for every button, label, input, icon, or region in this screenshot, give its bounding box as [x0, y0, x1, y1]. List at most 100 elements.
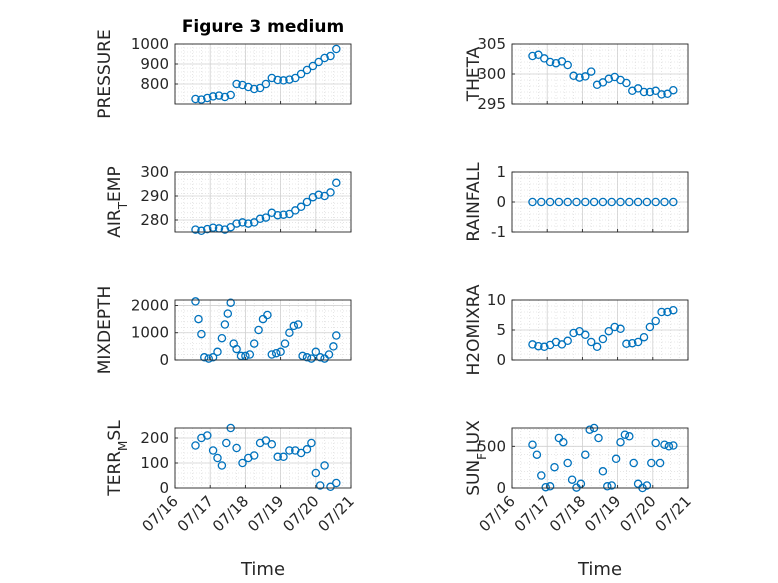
x-tick-label: 07/21	[315, 492, 358, 535]
data-point	[308, 61, 318, 71]
data-series	[528, 305, 678, 352]
panel-terr_msl: 0 100 200 TERRMSL 07/1607/1707/1807/1907/200…	[105, 420, 358, 580]
data-point	[610, 322, 619, 332]
y-label-subscript: M	[116, 441, 130, 451]
data-point	[208, 92, 218, 101]
data-point	[541, 482, 550, 492]
data-point	[581, 72, 590, 81]
y-tick-label: 295	[477, 95, 506, 113]
data-point	[611, 454, 621, 464]
data-point	[267, 440, 277, 449]
data-point	[545, 57, 555, 67]
data-point	[633, 479, 643, 489]
y-tick-label: 5	[496, 321, 506, 339]
y-axis-label: PRESSURE	[95, 29, 115, 118]
data-point	[279, 76, 288, 85]
data-point	[279, 452, 288, 462]
data-point	[298, 351, 307, 361]
data-point	[616, 437, 625, 447]
y-tick-label: 300	[477, 65, 506, 83]
data-point	[534, 50, 543, 60]
data-point	[263, 310, 272, 320]
x-tick-label: 07/20	[279, 492, 322, 535]
data-point	[642, 197, 652, 207]
data-point	[563, 336, 572, 346]
data-point	[213, 347, 222, 357]
data-point	[203, 93, 212, 103]
data-point	[651, 197, 660, 207]
data-point	[534, 341, 543, 351]
data-point	[302, 65, 312, 75]
data-point	[273, 210, 282, 220]
data-point	[669, 85, 678, 95]
data-point	[633, 197, 643, 207]
data-point	[616, 324, 625, 334]
y-tick-label: 300	[140, 163, 169, 181]
y-tick-label: 1000	[131, 324, 169, 342]
data-point	[622, 78, 631, 88]
data-point	[314, 57, 323, 67]
panel-rainfall: -1 0 1 RAINFALL	[464, 162, 689, 242]
data-point	[528, 340, 537, 349]
data-point	[261, 213, 271, 222]
panel-air_temp: 280 290 300 AIRTEMP	[105, 163, 352, 238]
y-tick-label: 1000	[131, 35, 169, 53]
data-point	[326, 188, 335, 197]
data-point	[220, 320, 230, 329]
data-point	[249, 218, 259, 227]
data-point	[540, 342, 549, 352]
data-point	[657, 90, 666, 99]
data-point	[208, 353, 218, 362]
y-tick-label: 200	[140, 429, 169, 447]
data-point	[314, 190, 323, 200]
data-point	[598, 78, 608, 87]
data-point	[194, 314, 203, 324]
y-tick-label: 0	[159, 351, 169, 369]
data-point	[285, 209, 294, 219]
y-tick-label: 900	[140, 55, 169, 73]
data-point	[669, 441, 678, 450]
data-point	[249, 84, 259, 94]
data-series	[528, 50, 678, 99]
data-point	[208, 446, 218, 455]
data-point	[528, 440, 537, 449]
data-point	[255, 83, 265, 93]
data-point	[581, 197, 590, 207]
data-point	[655, 458, 665, 468]
data-point	[232, 79, 241, 89]
axes-box	[174, 43, 352, 105]
data-point	[554, 197, 564, 207]
data-series	[528, 197, 678, 207]
data-series	[191, 44, 341, 104]
data-point	[291, 73, 300, 83]
data-point	[307, 438, 316, 448]
data-point	[598, 197, 608, 207]
x-tick-label: 07/18	[209, 492, 252, 535]
y-axis-label: H2OMIXRA	[464, 284, 484, 375]
x-tick-label: 07/21	[652, 492, 695, 535]
data-point	[651, 316, 660, 326]
data-point	[315, 481, 325, 490]
y-label-main: TERR	[105, 451, 125, 497]
data-point	[271, 348, 281, 358]
data-point	[332, 178, 341, 188]
data-point	[249, 339, 259, 348]
data-point	[332, 44, 341, 54]
data-point	[267, 350, 277, 359]
minor-grid	[174, 43, 352, 105]
data-point	[664, 442, 674, 451]
y-tick-label: 0	[159, 479, 169, 497]
data-point	[607, 481, 616, 490]
data-point	[633, 337, 643, 347]
data-point	[273, 452, 282, 462]
y-tick-label: 1	[496, 163, 506, 181]
data-point	[285, 75, 294, 84]
data-series	[191, 297, 341, 363]
data-point	[232, 219, 241, 228]
data-point	[329, 342, 338, 351]
data-point	[594, 433, 603, 443]
data-point	[551, 58, 561, 68]
data-point	[213, 453, 222, 463]
data-point	[261, 436, 271, 445]
